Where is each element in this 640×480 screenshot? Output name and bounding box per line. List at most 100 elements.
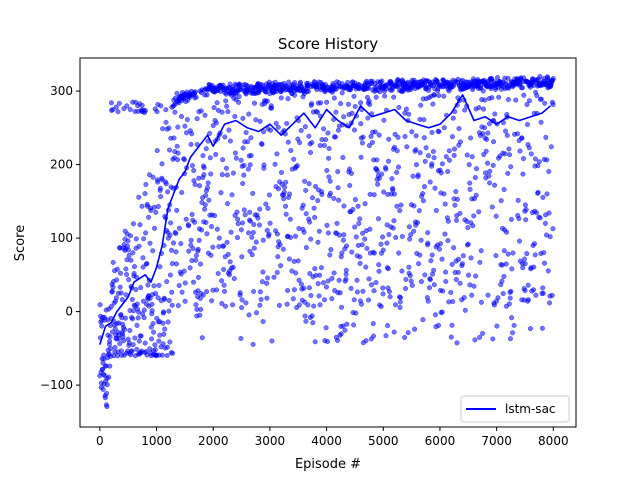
scatter-point	[243, 129, 249, 136]
scatter-point	[117, 341, 123, 347]
scatter-point	[430, 101, 436, 107]
scatter-point	[485, 130, 491, 136]
scatter-point	[139, 102, 145, 108]
scatter-point	[107, 338, 113, 344]
scatter-point	[327, 190, 333, 196]
scatter-point	[153, 209, 159, 215]
scatter-point	[303, 245, 309, 251]
scatter-point	[371, 288, 377, 294]
scatter-point	[284, 301, 290, 307]
scatter-point	[306, 181, 312, 187]
scatter-point	[283, 211, 289, 217]
scatter-point	[275, 186, 282, 192]
scatter-point	[429, 252, 435, 258]
scatter-point	[137, 222, 143, 228]
scatter-point	[404, 144, 410, 150]
scatter-point	[132, 335, 138, 341]
scatter-point	[468, 255, 474, 261]
scatter-point	[332, 134, 338, 140]
scatter-point	[248, 152, 254, 159]
scatter-point	[192, 219, 198, 225]
scatter-point	[465, 225, 471, 231]
scatter-point	[156, 282, 162, 288]
scatter-point	[219, 109, 225, 115]
scatter-point	[343, 276, 349, 282]
legend-label: lstm-sac	[505, 402, 556, 416]
y-tick-label: 0	[65, 305, 73, 319]
scatter-point	[245, 139, 251, 145]
legend: lstm-sac	[460, 395, 570, 423]
y-tick-label: 100	[50, 231, 73, 245]
scatter-point	[370, 333, 377, 339]
scatter-point	[397, 304, 403, 311]
scatter-point	[142, 191, 148, 197]
scatter-point	[462, 107, 468, 113]
scatter-point	[451, 152, 457, 158]
scatter-point	[238, 335, 244, 342]
scatter-point	[190, 279, 197, 285]
scatter-point	[416, 208, 422, 214]
scatter-point	[372, 129, 378, 135]
scatter-point	[232, 150, 238, 156]
scatter-point	[141, 307, 147, 313]
scatter-point	[233, 155, 239, 161]
scatter-point	[268, 127, 274, 133]
scatter-point	[471, 283, 477, 289]
scatter-point	[446, 148, 452, 154]
scatter-point	[251, 221, 257, 228]
scatter-point	[498, 198, 504, 204]
scatter-point	[143, 181, 149, 188]
scatter-point	[470, 223, 476, 229]
scatter-point	[351, 297, 357, 303]
scatter-point	[425, 153, 431, 159]
y-tick-label: 200	[50, 158, 73, 172]
scatter-point	[324, 338, 331, 345]
scatter-point	[245, 166, 251, 172]
scatter-point	[482, 170, 489, 176]
legend-box	[460, 395, 570, 423]
scatter-point	[441, 191, 447, 197]
scatter-point	[395, 164, 402, 170]
scatter-point	[300, 202, 306, 208]
scatter-point	[334, 337, 341, 344]
scatter-point	[445, 218, 451, 224]
scatter-point	[170, 240, 177, 246]
scatter-point	[264, 295, 270, 301]
scatter-point	[225, 109, 231, 115]
scatter-point	[234, 209, 240, 215]
scatter-point	[243, 300, 249, 306]
scatter-point	[119, 297, 125, 303]
scatter-point	[454, 340, 460, 346]
scatter-point	[309, 101, 315, 107]
scatter-point	[449, 261, 455, 267]
scatter-point	[348, 170, 355, 176]
scatter-point	[403, 276, 409, 282]
scatter-point	[202, 206, 208, 212]
scatter-point	[246, 230, 252, 236]
scatter-point	[238, 157, 244, 163]
scatter-point	[152, 347, 158, 353]
scatter-point	[524, 101, 530, 108]
scatter-point	[352, 103, 358, 110]
scatter-point	[324, 222, 330, 228]
scatter-point	[390, 225, 396, 231]
scatter-point	[429, 129, 435, 136]
scatter-point	[370, 321, 376, 327]
scatter-point	[312, 339, 318, 345]
scatter-point	[102, 395, 108, 401]
scatter-point	[163, 181, 169, 187]
scatter-point	[436, 129, 442, 135]
scatter-point	[340, 237, 346, 243]
scatter-point	[363, 264, 369, 270]
scatter-point	[318, 100, 324, 106]
scatter-point	[391, 329, 397, 335]
scatter-point	[514, 131, 521, 137]
scatter-point	[230, 264, 236, 270]
scatter-point	[428, 258, 434, 264]
scatter-point	[397, 208, 403, 214]
scatter-point	[175, 150, 181, 156]
scatter-point	[403, 106, 409, 112]
scatter-point	[167, 232, 173, 238]
scatter-point	[449, 134, 455, 140]
scatter-point	[196, 237, 202, 243]
